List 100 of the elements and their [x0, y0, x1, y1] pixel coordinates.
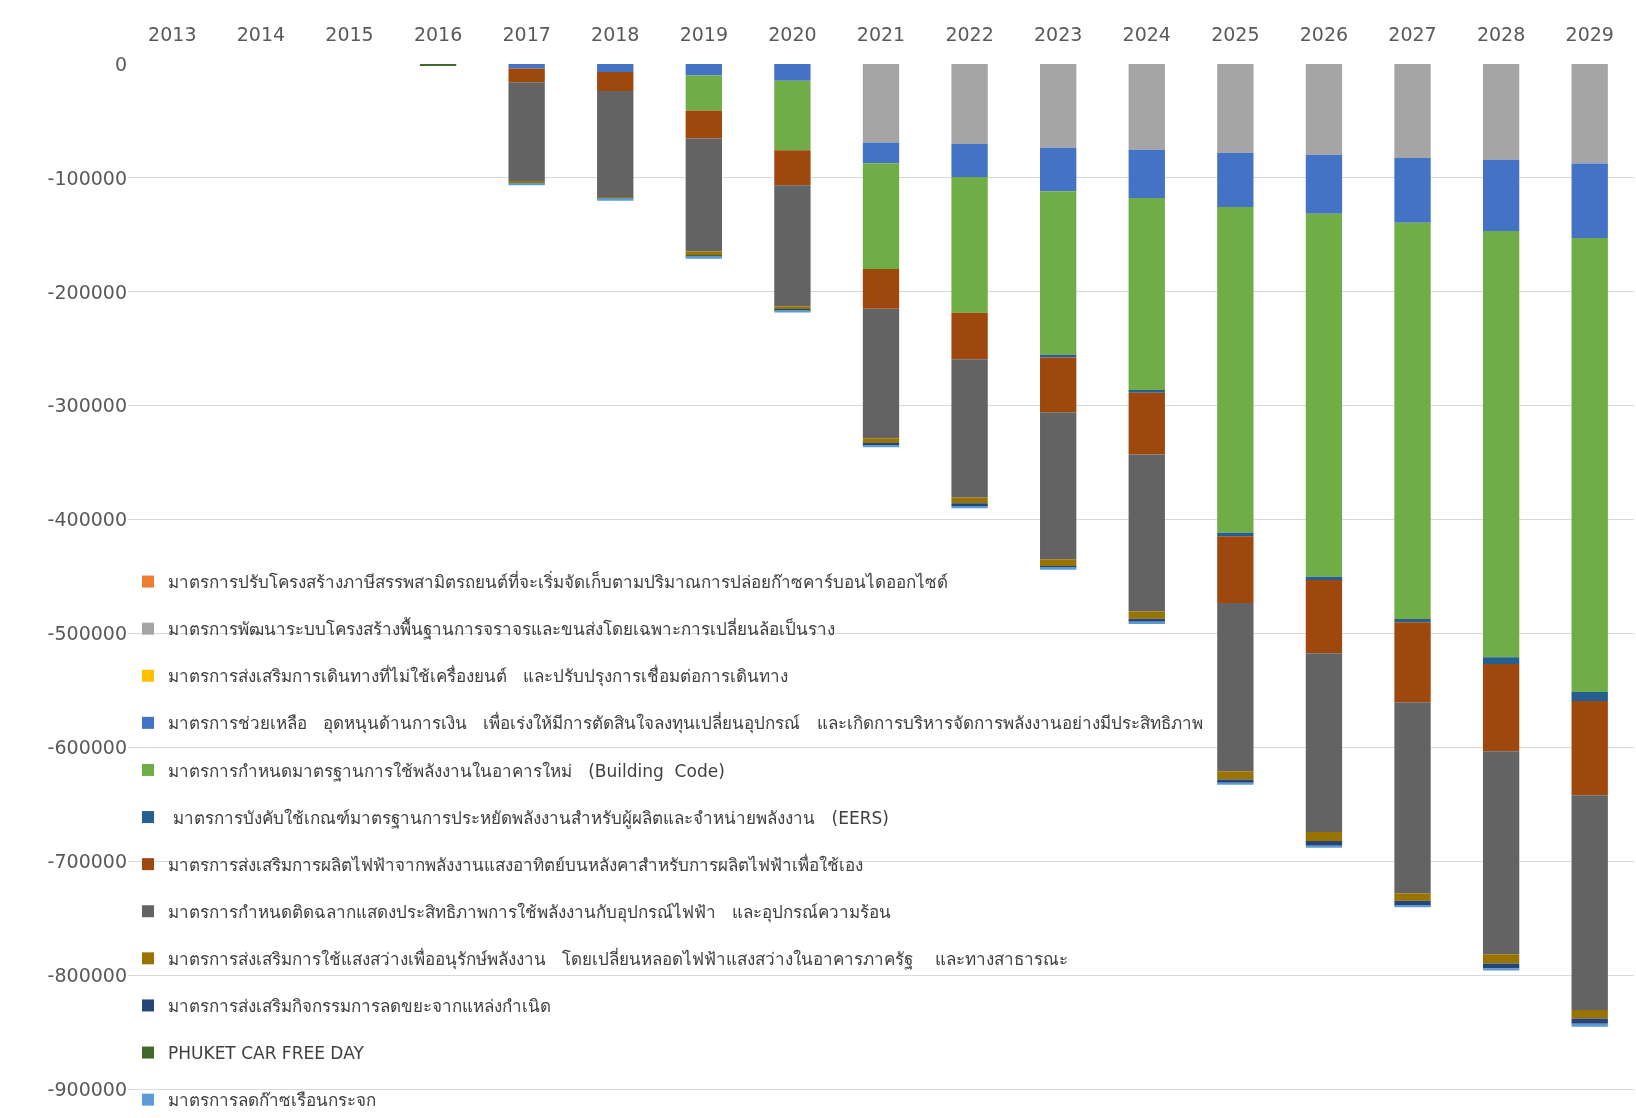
bar — [1482, 231, 1520, 658]
bar — [1482, 657, 1520, 664]
y-tick-label: -600000 — [47, 736, 127, 759]
x-tick-label: 2021 — [856, 23, 906, 46]
x-tick-label: 2016 — [413, 23, 463, 46]
legend-label: มาตรการกำหนดติดฉลากแสดงประสิทธิภาพการใช้พลังงานกับอุปกรณ์ไฟฟ้า และอุปกรณ์ความร้อน — [168, 901, 892, 923]
bar — [508, 64, 545, 69]
bar — [1394, 618, 1431, 623]
bar — [1128, 149, 1165, 199]
bar — [1482, 64, 1520, 160]
bar — [1482, 663, 1520, 752]
y-tick-label: 0 — [114, 52, 127, 75]
bar — [862, 268, 900, 309]
x-tick-label: 2026 — [1299, 23, 1349, 46]
bar — [1571, 1018, 1608, 1024]
bar — [1571, 64, 1608, 164]
bar — [1482, 751, 1520, 955]
x-tick-label: 2024 — [1122, 23, 1171, 46]
bar — [1128, 392, 1165, 455]
bar — [597, 64, 634, 72]
y-tick-label: -200000 — [47, 280, 127, 303]
bar — [774, 150, 811, 186]
bar — [1394, 622, 1431, 703]
bar — [1040, 412, 1077, 560]
bar — [951, 144, 988, 178]
bar — [1217, 206, 1254, 533]
x-tick-label: 2013 — [148, 23, 197, 46]
bar — [1482, 968, 1520, 971]
x-tick-label: 2029 — [1565, 23, 1614, 46]
bar — [774, 64, 811, 81]
bar — [1394, 702, 1431, 894]
y-tick-label: -700000 — [47, 850, 127, 873]
bar — [1305, 653, 1343, 832]
bar — [597, 71, 634, 91]
bar — [1482, 159, 1520, 232]
bar — [1040, 357, 1077, 413]
bar — [1394, 222, 1431, 619]
y-tick-label: -800000 — [47, 964, 127, 987]
bar — [1217, 536, 1254, 604]
bar — [1040, 147, 1077, 192]
y-tick-label: -100000 — [47, 166, 127, 189]
bar — [1305, 213, 1343, 577]
bar — [685, 75, 722, 111]
x-tick-label: 2018 — [591, 23, 640, 46]
bar — [862, 64, 900, 143]
legend-label: มาตรการส่งเสริมกิจกรรมการลดขยะจากแหล่งกำเนิด — [168, 996, 551, 1017]
bar — [862, 163, 900, 269]
bar — [1571, 795, 1608, 1011]
bar — [774, 80, 811, 151]
legend-label: มาตรการพัฒนาระบบโครงสร้างพื้นฐานการจราจรและขนส่งโดยเฉพาะการเปลี่ยนล้อเป็นราง — [168, 617, 835, 641]
legend-label: มาตรการช่วยเหลือ อุดหนุนด้านการเงิน เพื่อเร่งให้มีการตัดสินใจลงทุนเปลี่ยนอุปกรณ์ และเกิดการบริหารจัดการพลังงานอย่างมีประสิทธิภาพ — [168, 711, 1203, 735]
x-tick-label: 2014 — [236, 23, 286, 46]
bar — [1571, 1023, 1608, 1027]
y-tick-label: -500000 — [47, 622, 127, 645]
y-tick-label: -300000 — [47, 394, 127, 417]
legend-label: มาตรการลดก๊าซเรือนกระจก — [168, 1090, 376, 1111]
bar — [1217, 771, 1254, 780]
legend-label: มาตรการปรับโครงสร้างภาษีสรรพสามิตรถยนต์ที่จะเริ่มจัดเก็บตามปริมาณการปล่อยก๊าซคาร์บอนไดออกไซด์ — [168, 570, 948, 593]
legend-label: PHUKET CAR FREE DAY — [168, 1043, 365, 1064]
bar — [862, 308, 900, 439]
bar — [951, 359, 988, 498]
x-tick-label: 2017 — [502, 23, 551, 46]
bar — [1305, 832, 1343, 841]
bar — [951, 177, 988, 313]
bar — [862, 142, 900, 164]
x-tick-label: 2027 — [1388, 23, 1437, 46]
x-tick-label: 2022 — [945, 23, 994, 46]
x-tick-label: 2019 — [679, 23, 728, 46]
bar — [1217, 603, 1254, 772]
bar — [1571, 1010, 1608, 1019]
bar — [1040, 191, 1077, 355]
bar — [1394, 893, 1431, 901]
bar — [1305, 579, 1343, 654]
x-tick-label: 2028 — [1476, 23, 1526, 46]
bar — [1571, 238, 1608, 692]
bar — [1482, 954, 1520, 964]
bar — [1217, 64, 1254, 153]
bar — [1040, 64, 1077, 148]
bar — [1571, 700, 1608, 796]
bar — [1394, 158, 1431, 223]
x-tick-label: 2015 — [325, 23, 374, 46]
bar — [1394, 64, 1431, 159]
bar — [1482, 963, 1520, 969]
x-tick-label: 2020 — [768, 23, 817, 46]
bar — [508, 68, 545, 83]
bar — [774, 185, 811, 307]
bar — [1305, 841, 1343, 846]
bar — [951, 312, 988, 360]
bar — [862, 438, 900, 444]
bar — [685, 110, 722, 139]
bar — [1305, 64, 1343, 155]
y-tick-label: -900000 — [47, 1078, 127, 1101]
bar — [1128, 454, 1165, 612]
bar — [1128, 390, 1165, 393]
bar — [1128, 198, 1165, 391]
bar — [685, 64, 722, 76]
bar — [508, 82, 545, 182]
bar — [1040, 559, 1077, 567]
bar — [1128, 64, 1165, 150]
bar — [1128, 611, 1165, 619]
